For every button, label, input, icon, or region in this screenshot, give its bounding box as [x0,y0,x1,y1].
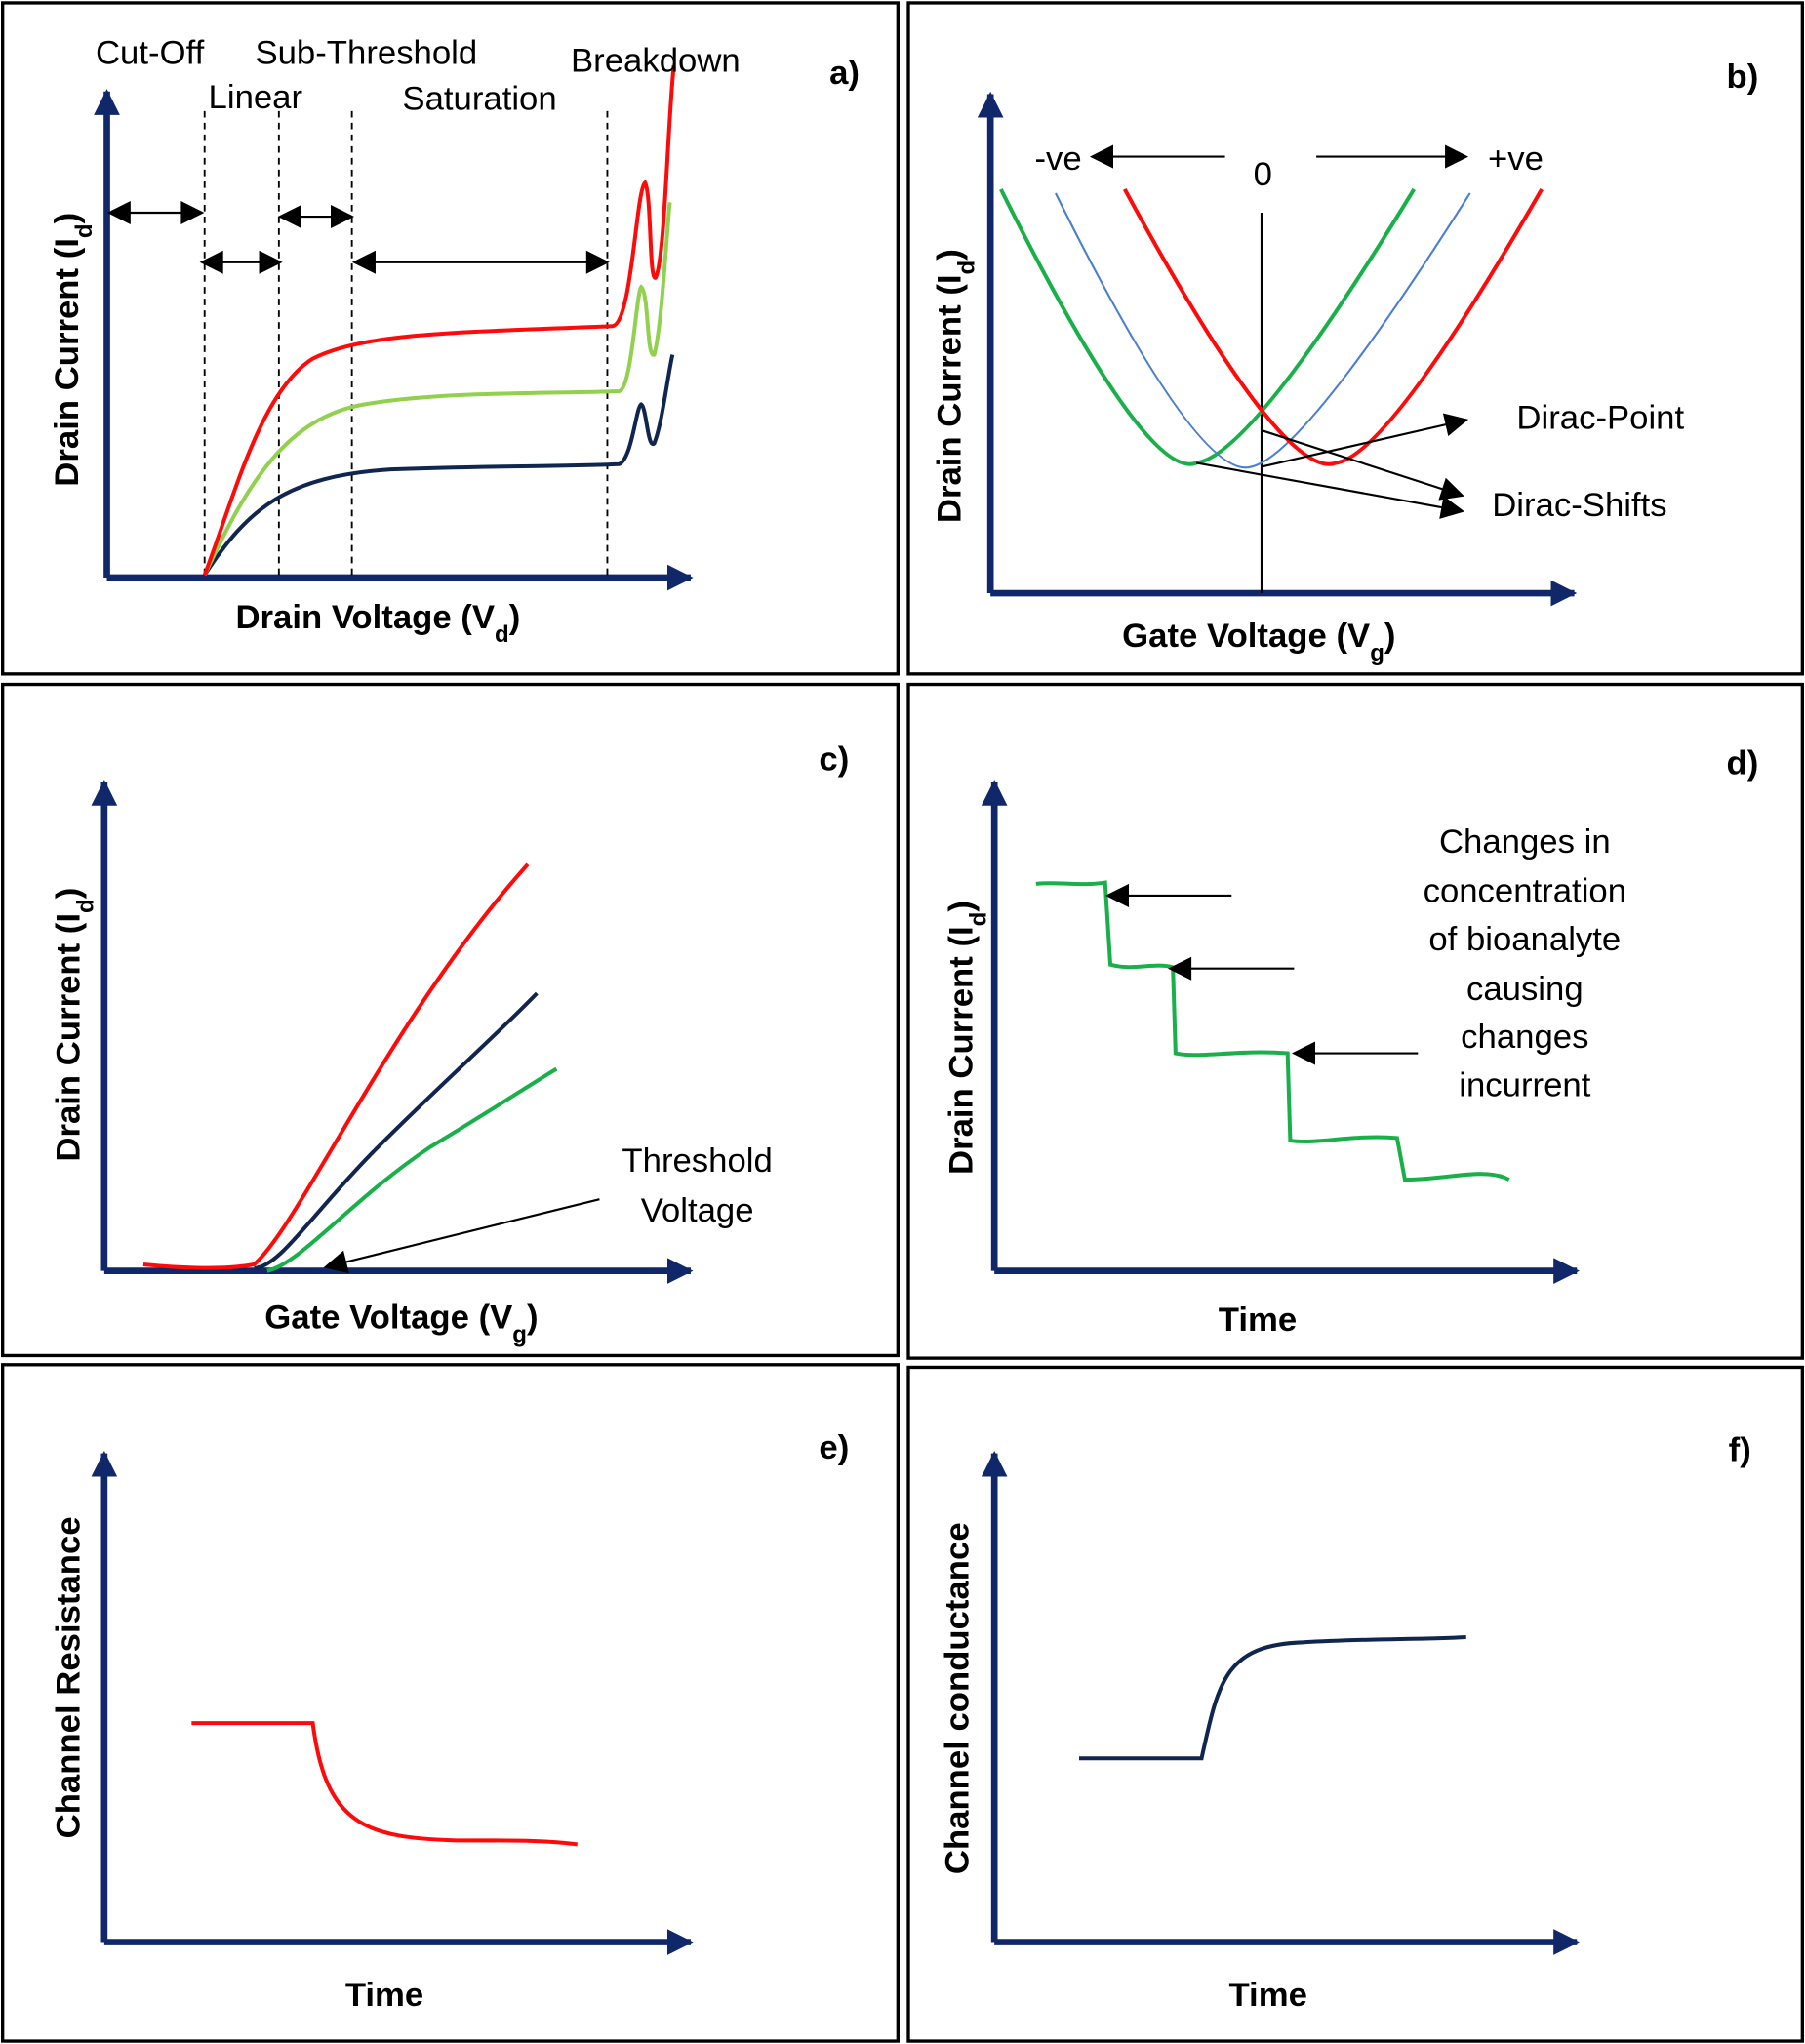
label-text: Drain Current (I [50,913,87,1162]
label-subscript: d [72,899,99,913]
y-axis-label: Channel Resistance [50,1516,87,1838]
label-text: ) [527,1299,539,1336]
label-subscript: d [965,912,991,927]
panel-label: b) [1726,59,1758,96]
panel-c: Threshold Voltage c) Gate Voltage (Vg) D… [1,682,900,1358]
annotation: Dirac-Point [1516,400,1684,437]
x-axis-label: Drain Voltage (Vd) [235,599,520,648]
region-label: Saturation [402,80,556,117]
x-axis-label: Time [1219,1302,1297,1339]
curve [1122,187,1544,466]
label-subscript: g [1370,639,1384,665]
annotation: +ve [1488,140,1544,178]
curve [1035,880,1510,1182]
panel-label: c) [819,741,849,779]
pointer-arrow [323,1198,600,1274]
label-text: ) [509,599,521,636]
annotation: causing [1466,971,1584,1008]
annotation: Threshold [622,1142,772,1180]
pointer-arrow [1196,461,1465,519]
annotation: -ve [1035,140,1082,178]
annotation: Changes in [1439,823,1611,861]
region-label: Cut-Off [96,35,205,72]
curve [999,187,1416,466]
curve [1054,192,1471,469]
annotation: changes [1461,1019,1588,1056]
label-text: ) [49,213,86,224]
panel-label: a) [829,55,860,92]
region-label: Breakdown [571,43,741,80]
curve [191,1721,578,1847]
y-axis-label: Drain Current (Id) [931,249,980,523]
panel-d: Changes in concentration of bioanalyte c… [906,682,1804,1360]
label-text: ) [943,901,980,912]
annotation: Dirac-Shifts [1492,487,1666,524]
label-text: Drain Current (I [49,238,86,487]
annotation: of bioanalyte [1428,921,1621,958]
y-axis-label: Drain Current (Id) [943,901,991,1175]
label-subscript: d [953,261,980,275]
label-text: Gate Voltage (V [264,1299,512,1336]
y-axis-label: Drain Current (Id) [49,213,97,487]
x-axis-label: Gate Voltage (Vg) [264,1299,538,1347]
label-subscript: d [495,621,509,648]
pointer-arrow [1261,429,1464,501]
panel-label: d) [1726,745,1758,782]
panel-a: Cut-Off Sub-Threshold Breakdown Linear S… [1,1,900,676]
panel-label: e) [819,1429,849,1466]
curve [266,1066,558,1273]
curve [254,991,539,1270]
x-axis-label: Time [345,1977,423,2014]
annotation: concentration [1424,873,1626,910]
panel-e: e) Time Channel Resistance [1,1363,900,2043]
curve [203,354,675,577]
panel-b: -ve 0 +ve Dirac-Point Dirac-Shifts b) Ga… [906,1,1804,676]
label-subscript: d [71,223,98,238]
annotation: Voltage [641,1192,754,1229]
annotation: 0 [1254,156,1272,193]
label-text: ) [931,249,968,261]
curve [142,862,530,1270]
label-subscript: g [512,1321,527,1347]
y-axis-label: Drain Current (Id) [50,888,98,1162]
region-label: Linear [209,79,303,116]
annotation: incurrent [1459,1067,1590,1104]
x-axis-label: Gate Voltage (Vg) [1122,618,1395,666]
panel-f: f) Time Channel conductance [906,1365,1804,2043]
label-text: Drain Current (I [943,926,980,1175]
label-text: Drain Voltage (V [235,599,495,636]
panel-frame [906,1,1804,676]
pointer-arrow [1261,413,1469,468]
panel-frame [1,1,900,676]
y-axis-label: Channel conductance [939,1522,976,1874]
x-axis-label: Time [1228,1977,1306,2014]
curve [1078,1634,1466,1761]
region-label: Sub-Threshold [255,35,477,72]
panel-frame [906,1365,1804,2043]
panel-frame [906,682,1804,1360]
panel-label: f) [1729,1432,1751,1469]
label-text: Gate Voltage (V [1122,618,1370,655]
label-text: ) [1384,618,1396,655]
panel-frame [1,1363,900,2043]
panel-frame [1,682,900,1358]
label-text: ) [50,888,87,900]
label-text: Drain Current (I [931,274,968,523]
curve [202,64,676,577]
curve [202,202,672,577]
